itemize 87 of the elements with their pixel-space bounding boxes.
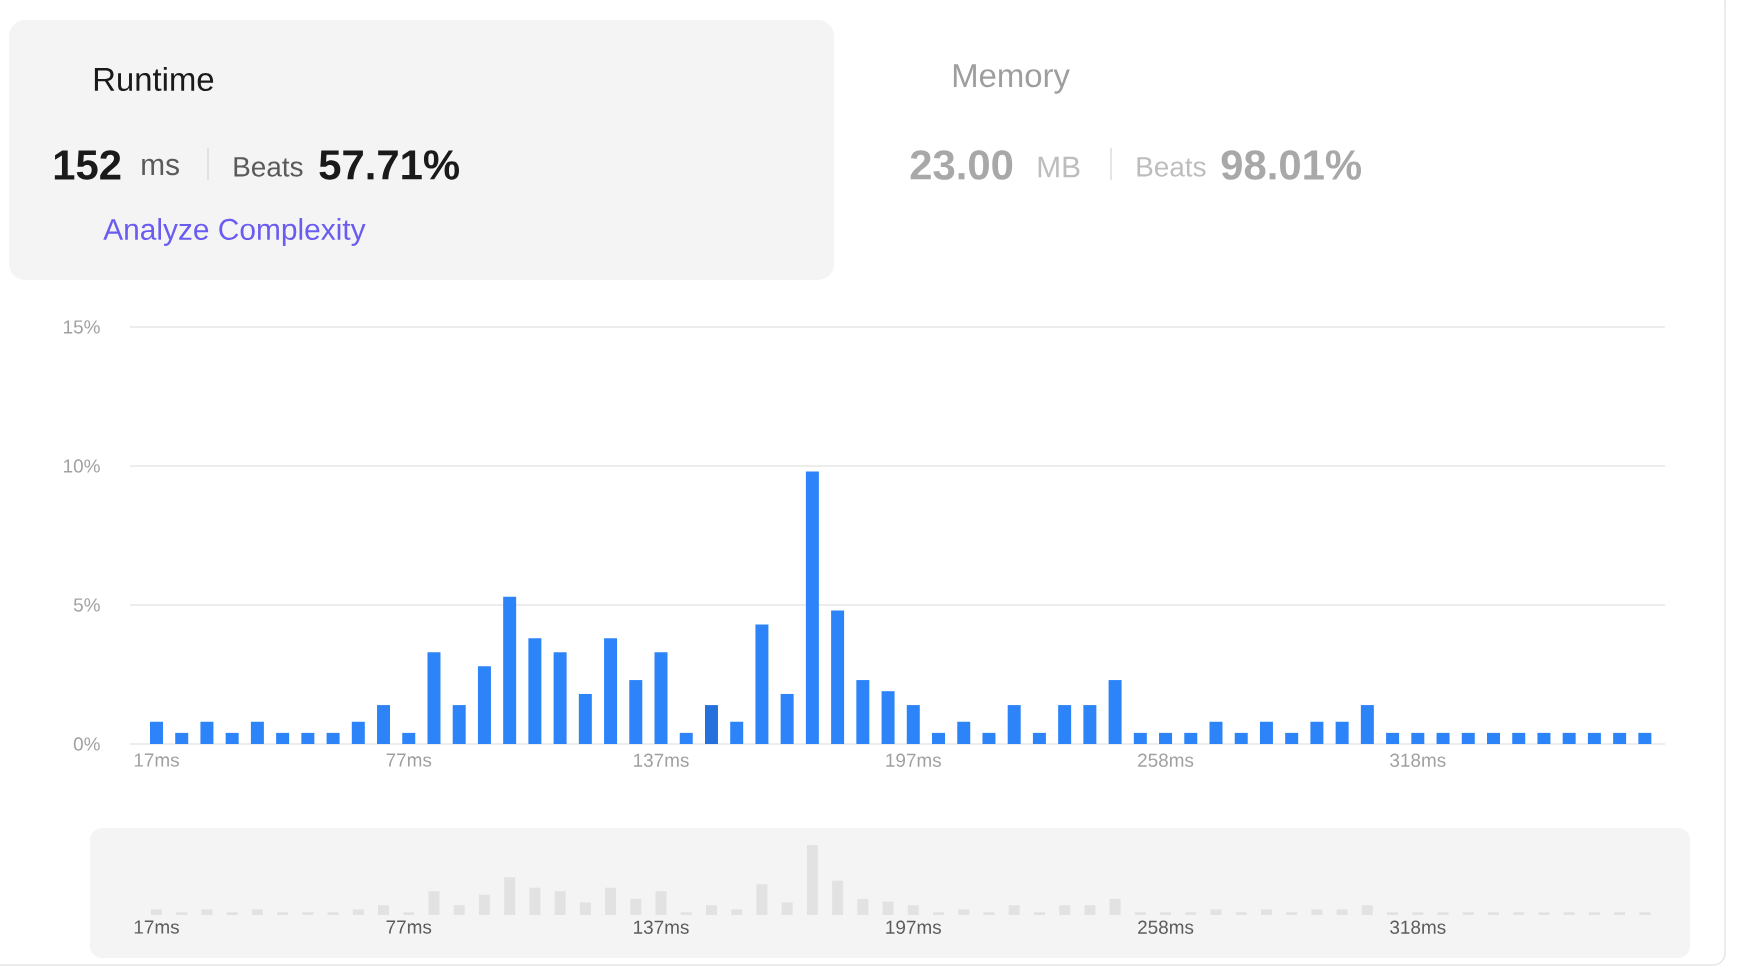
bar	[1007, 705, 1021, 744]
bar	[250, 721, 264, 744]
x-tick-label: 197ms	[886, 753, 941, 767]
bar	[1461, 732, 1475, 744]
bar	[1083, 705, 1097, 744]
bar	[1335, 721, 1349, 744]
bar	[906, 705, 920, 744]
bar	[1486, 732, 1500, 744]
bar	[1133, 732, 1147, 744]
bar	[1436, 732, 1450, 744]
bar	[301, 732, 315, 744]
text: Memory	[953, 64, 1070, 94]
bar	[1638, 732, 1652, 744]
bar	[1285, 732, 1299, 744]
bar	[679, 732, 693, 744]
bar	[856, 680, 870, 744]
y-tick-label: 0%	[73, 737, 100, 751]
y-tick-label: 10%	[64, 459, 100, 473]
bar	[1537, 732, 1551, 744]
bar	[805, 471, 819, 744]
bar	[1032, 732, 1046, 744]
bar	[1058, 705, 1072, 744]
x-tick-label: 258ms	[1138, 920, 1194, 934]
bar	[351, 721, 365, 744]
x-tick-label: 318ms	[1390, 753, 1446, 767]
bar	[225, 732, 239, 744]
x-tick-label: 77ms	[386, 920, 432, 934]
bar	[1411, 732, 1425, 744]
bar	[1259, 721, 1273, 744]
bar	[578, 693, 592, 744]
bar	[175, 732, 189, 744]
x-tick-label: 77ms	[386, 753, 432, 767]
y-tick-label: 15%	[64, 320, 100, 334]
text: 152	[54, 150, 121, 180]
text: 23.00	[910, 150, 1013, 180]
x-tick-label: 17ms	[134, 753, 179, 767]
bar	[604, 638, 618, 744]
text: Beats	[1137, 157, 1206, 177]
chart-title: Runtime	[94, 66, 214, 92]
bar	[1209, 721, 1223, 744]
text: Beats	[234, 157, 303, 177]
x-tick-label: 137ms	[634, 753, 689, 767]
bar	[1613, 732, 1627, 744]
bar	[553, 652, 567, 744]
bar	[528, 638, 542, 744]
bar	[1310, 721, 1324, 744]
x-tick-label: 17ms	[134, 920, 179, 934]
bar	[200, 721, 214, 744]
bar	[881, 691, 895, 744]
x-tick-label: 318ms	[1390, 920, 1446, 934]
bar	[1108, 680, 1122, 744]
bar	[276, 732, 290, 744]
x-tick-label: 258ms	[1138, 753, 1194, 767]
bar	[1562, 732, 1576, 744]
bar	[629, 680, 643, 744]
text: Analyze Complexity	[103, 218, 366, 246]
x-tick-label: 137ms	[634, 920, 689, 934]
bar	[831, 610, 845, 744]
bar	[755, 624, 769, 744]
bar	[477, 666, 491, 744]
bar	[326, 732, 340, 744]
bar	[1234, 732, 1248, 744]
bar	[982, 732, 996, 744]
bar	[452, 705, 466, 744]
text: 57.71%	[319, 150, 460, 180]
bar	[730, 721, 744, 744]
bar	[704, 705, 718, 744]
x-tick-label: 197ms	[886, 920, 941, 934]
bar	[503, 596, 517, 744]
text: 98.01%	[1221, 150, 1362, 180]
y-tick-label: 5%	[73, 598, 100, 612]
bar	[780, 693, 794, 744]
bar	[957, 721, 971, 744]
bar	[1159, 732, 1173, 744]
bar	[932, 732, 946, 744]
bar	[1386, 732, 1400, 744]
bar	[1512, 732, 1526, 744]
bar	[402, 732, 416, 744]
bar	[1184, 732, 1198, 744]
text: MB	[1038, 156, 1080, 178]
bar	[377, 705, 391, 744]
bar	[1360, 705, 1374, 744]
bar	[1587, 732, 1601, 744]
bar	[149, 721, 163, 744]
text: ms	[142, 158, 179, 176]
bar	[427, 652, 441, 744]
bar	[654, 652, 668, 744]
